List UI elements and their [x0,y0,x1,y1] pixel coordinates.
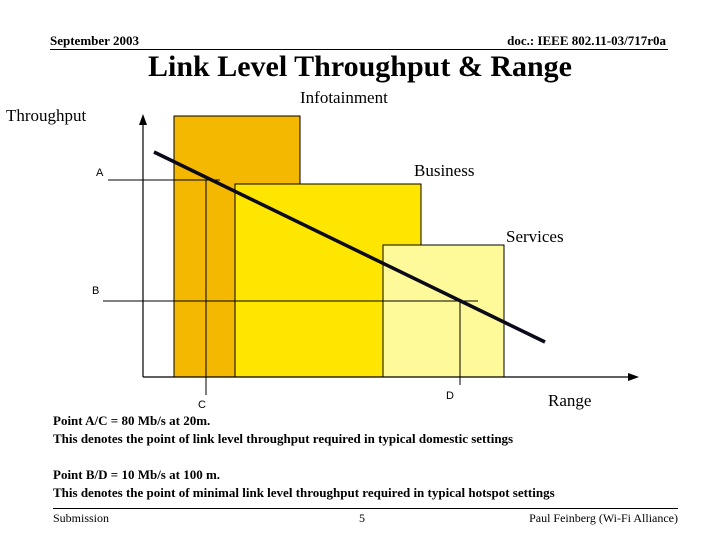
note-ac-heading: Point A/C = 80 Mb/s at 20m. [53,413,211,428]
header-doc-id: doc.: IEEE 802.11-03/717r0a [507,33,666,48]
note-ac-text: This denotes the point of link level thr… [53,431,514,446]
x-axis-arrow [628,373,639,381]
infotainment-label: Infotainment [300,88,388,107]
y-axis-label: Throughput [6,106,87,125]
footer-author: Paul Feinberg (Wi-Fi Alliance) [529,511,678,525]
throughput-trend-line [153,150,546,344]
x-axis-label: Range [548,391,592,410]
note-bd-text: This denotes the point of minimal link l… [53,485,555,500]
footer-page-number: 5 [359,511,365,525]
point-b-label: B [92,285,100,297]
region-services [382,244,505,378]
services-label: Services [506,227,564,246]
footer-rule [53,508,678,509]
slide-title: Link Level Throughput & Range [148,50,572,83]
note-bd-heading: Point B/D = 10 Mb/s at 100 m. [53,467,221,482]
point-c-label: C [198,399,206,411]
y-axis-arrow [139,114,147,125]
point-a-label: A [96,167,104,179]
header-rule [50,49,668,50]
point-d-label: D [446,390,454,402]
header-date: September 2003 [50,33,139,48]
business-label: Business [414,161,475,180]
footer-submission: Submission [53,511,110,525]
